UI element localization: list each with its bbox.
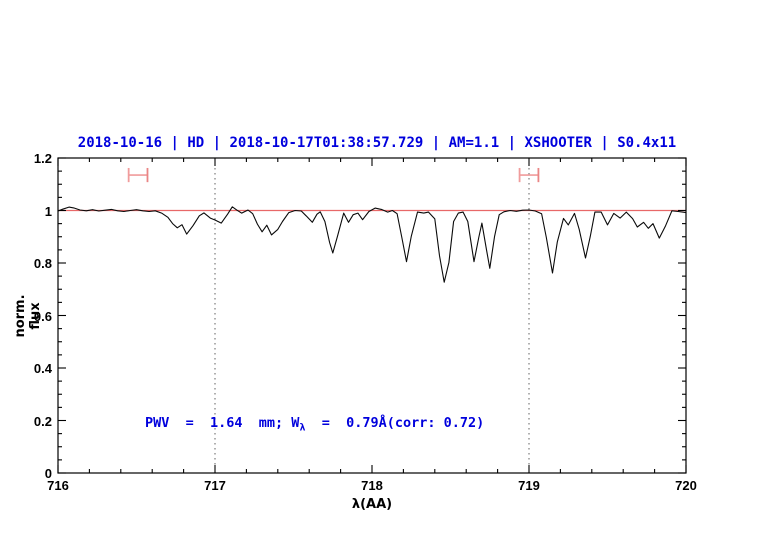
x-tick-label: 720 bbox=[675, 478, 697, 493]
y-tick-label: 0 bbox=[44, 466, 52, 481]
x-tick-label: 719 bbox=[518, 478, 540, 493]
y-tick-label: 0.2 bbox=[33, 413, 52, 429]
y-tick-label: 0.6 bbox=[33, 308, 52, 324]
x-tick-label: 717 bbox=[204, 478, 226, 493]
x-tick-label: 716 bbox=[47, 478, 69, 493]
pwv-annotation-suffix: = 0.79Å(corr: 0.72) bbox=[305, 415, 485, 431]
spectrum-line bbox=[57, 206, 687, 283]
x-axis-label: λ(AA) bbox=[351, 497, 393, 512]
y-tick-label: 0.8 bbox=[33, 256, 52, 271]
pwv-annotation-lambda-subscript: λ bbox=[299, 422, 306, 434]
y-tick-label: 1 bbox=[44, 203, 52, 219]
y-tick-label: 1.2 bbox=[33, 151, 52, 166]
plot-title: 2018-10-16 | HD | 2018-10-17T01:38:57.72… bbox=[77, 135, 677, 151]
pwv-annotation: PWV = 1.64 mm; Wλ = 0.79Å(corr: 0.72) bbox=[145, 415, 484, 434]
pwv-annotation-prefix: PWV = 1.64 mm; W bbox=[145, 415, 300, 431]
x-tick-label: 718 bbox=[361, 478, 383, 493]
y-tick-label: 0.4 bbox=[33, 361, 52, 376]
